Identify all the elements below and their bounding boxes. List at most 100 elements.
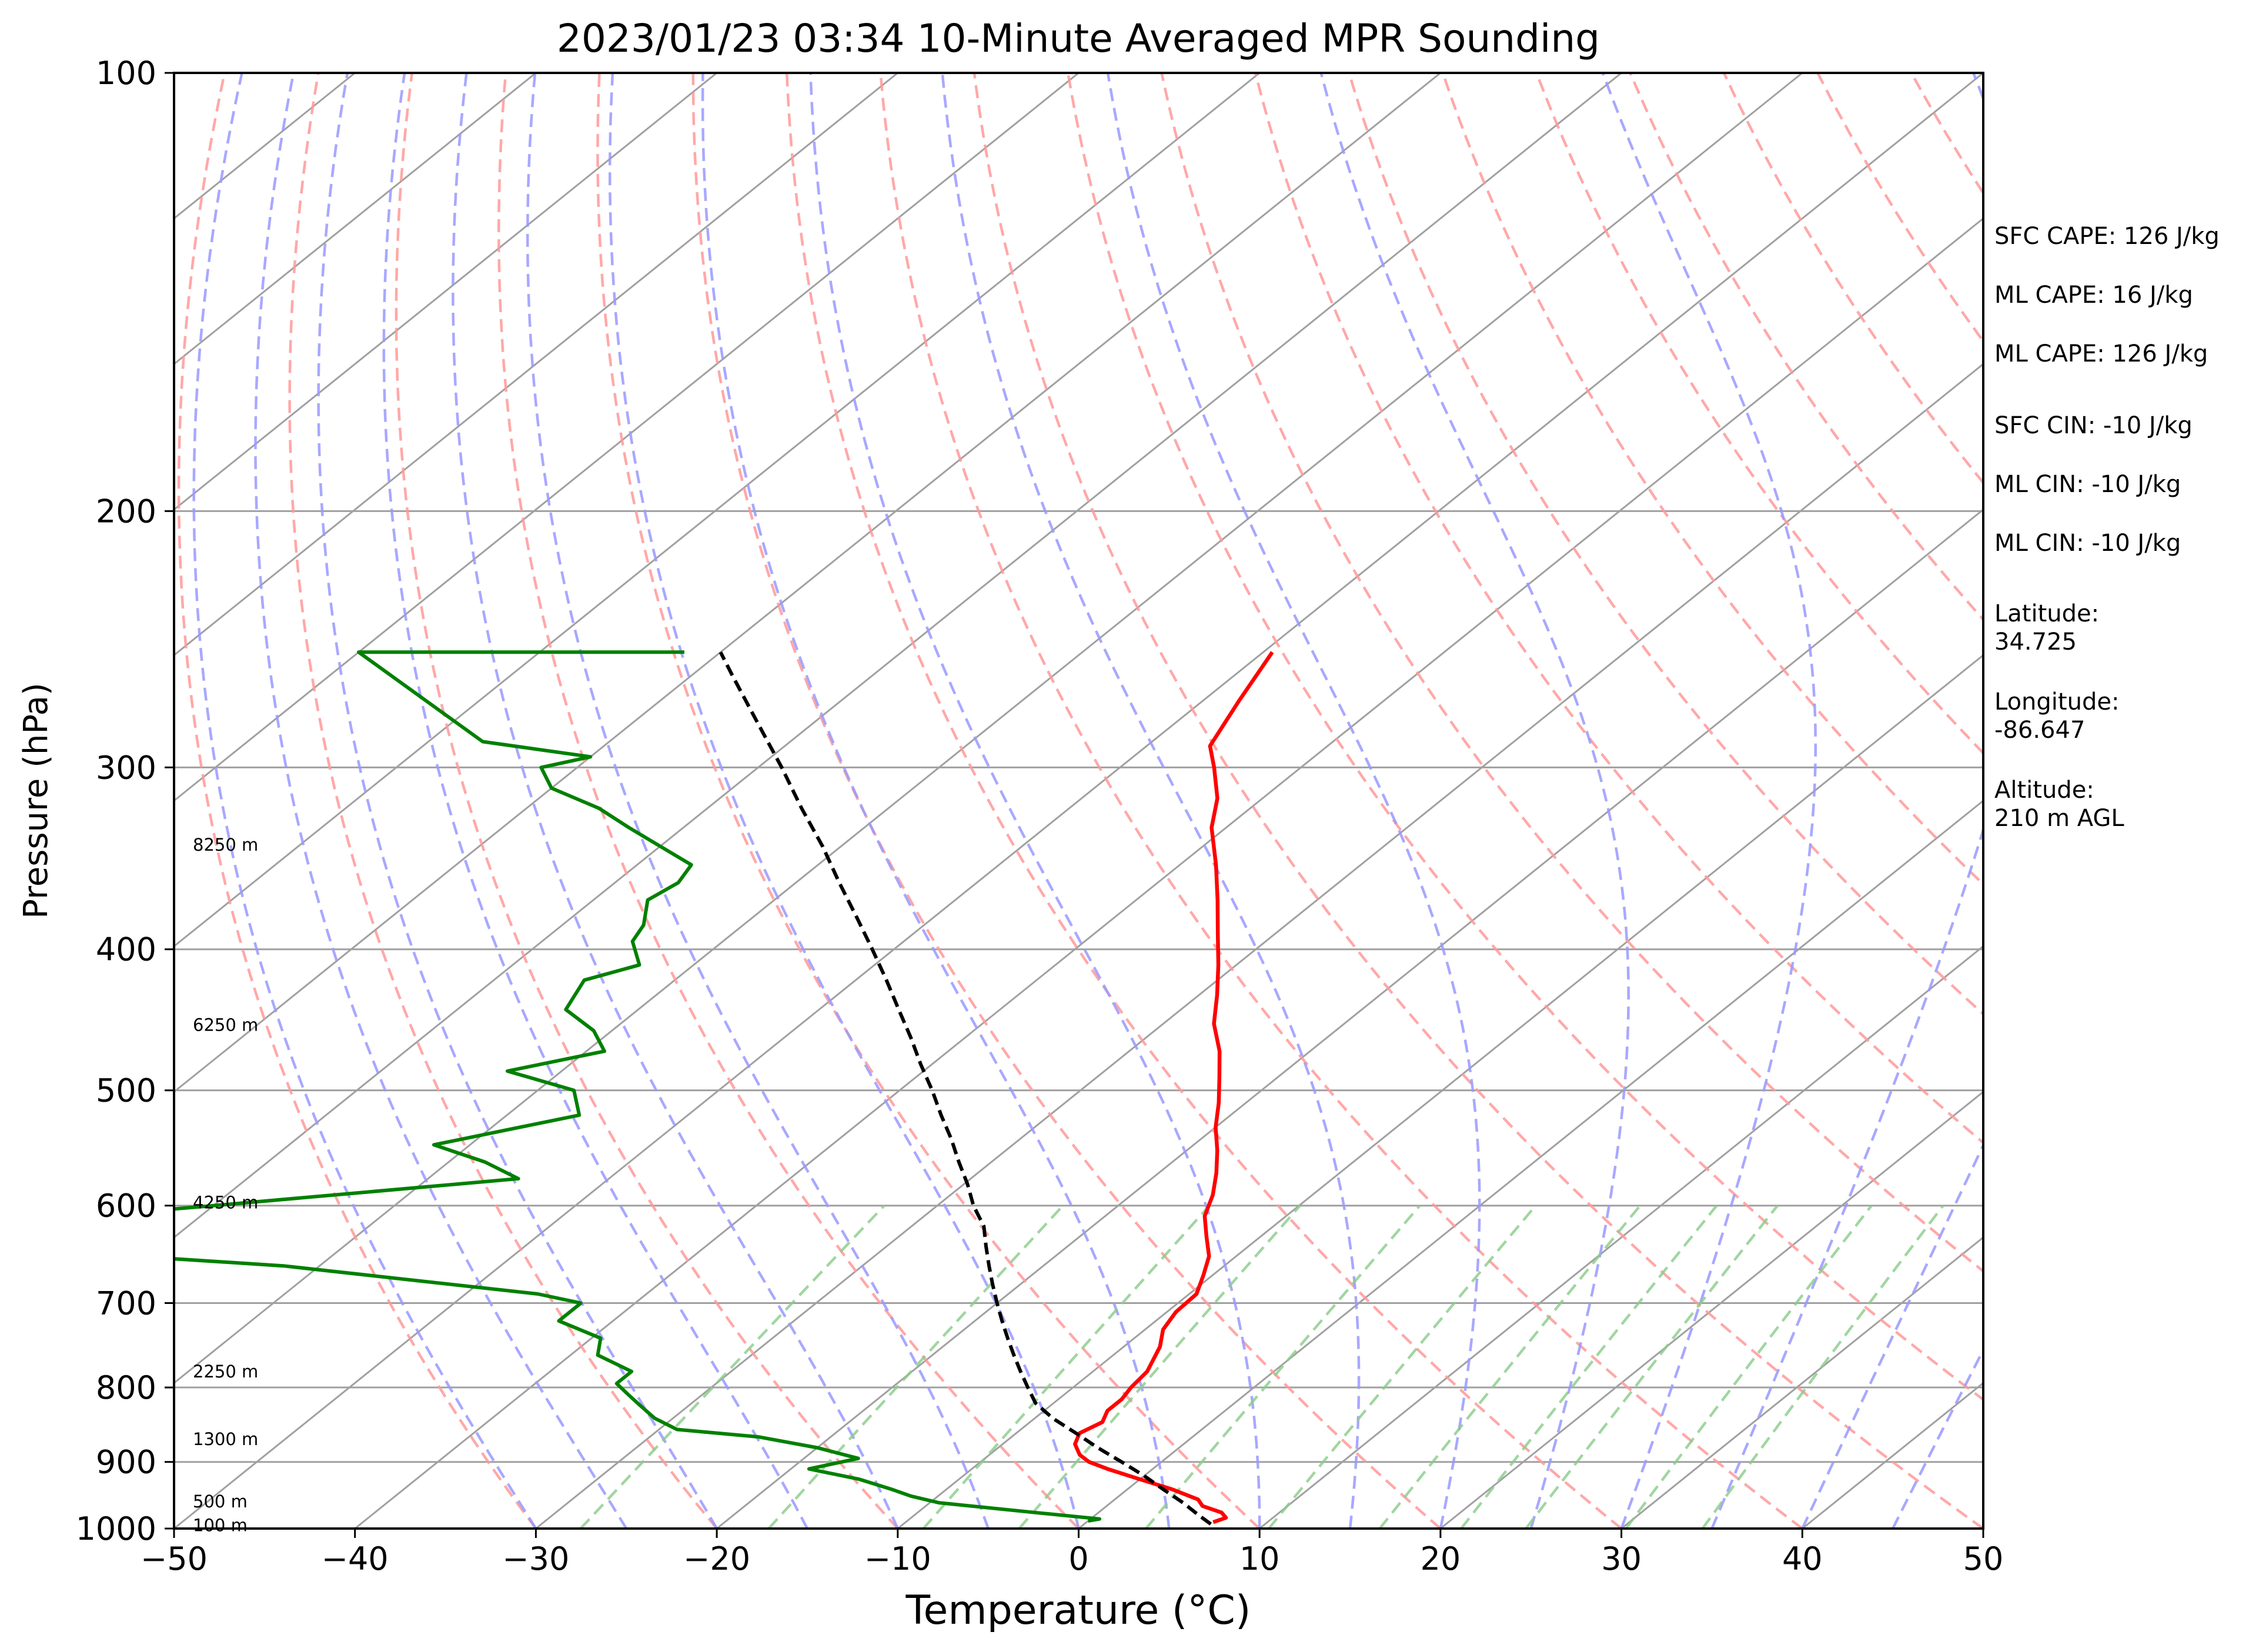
x-axis-label: Temperature (°C) <box>905 1587 1251 1634</box>
x-tick-label: −40 <box>322 1540 389 1577</box>
y-tick-label: 700 <box>96 1285 156 1322</box>
dry-adiabat <box>1441 73 1983 887</box>
dry-adiabat-lines <box>177 73 1983 1529</box>
isotherm-line <box>1439 1091 1983 1529</box>
moist-adiabat <box>254 73 628 1529</box>
height-label: 8250 m <box>193 835 258 855</box>
y-axis-label: Pressure (hPa) <box>17 683 55 919</box>
dry-adiabat <box>1722 73 1983 485</box>
isotherm-line <box>174 73 1261 948</box>
moist-adiabat <box>1710 73 1983 1529</box>
x-tick-label: −30 <box>502 1540 569 1577</box>
dry-adiabat <box>395 73 899 1529</box>
height-label: 500 m <box>193 1492 248 1511</box>
isotherm-line <box>174 73 1441 1093</box>
info-line: Latitude: 34.725 <box>1994 600 2099 656</box>
info-line: ML CIN: -10 J/kg <box>1994 530 2181 557</box>
x-tick-label: −10 <box>864 1540 931 1577</box>
moist-adiabat <box>1601 73 1817 1529</box>
isotherm-lines <box>174 73 1983 1529</box>
height-label: 1300 m <box>193 1429 258 1449</box>
height-label: 100 m <box>193 1516 248 1536</box>
x-tick-label: 20 <box>1421 1540 1461 1577</box>
moist-adiabat <box>809 73 1261 1529</box>
dry-adiabat <box>1348 73 1983 1016</box>
isotherm-line <box>1259 945 1983 1529</box>
moist-adiabat <box>1319 73 1630 1529</box>
dry-adiabat <box>1816 73 1983 344</box>
dry-adiabat <box>691 73 1442 1529</box>
x-tick-label: −50 <box>141 1540 208 1577</box>
info-line: ML CAPE: 126 J/kg <box>1994 340 2208 367</box>
height-labels: 100 m 500 m 1300 m 2250 m 4250 m 6250 m 8250 m <box>193 835 258 1536</box>
info-line: SFC CAPE: 126 J/kg <box>1994 223 2220 250</box>
moist-adiabat <box>317 73 719 1529</box>
info-line: ML CIN: -10 J/kg <box>1994 471 2181 498</box>
info-line: ML CAPE: 16 J/kg <box>1994 282 2193 309</box>
y-tick-label: 300 <box>96 749 156 786</box>
moist-adiabat <box>1106 73 1481 1529</box>
mixing-ratio-line <box>1625 1205 1873 1529</box>
plot-area <box>174 73 1983 1529</box>
y-tick-label: 600 <box>96 1188 156 1225</box>
y-tick-label: 500 <box>96 1072 156 1109</box>
temperature-profile <box>1073 651 1274 1524</box>
dry-adiabat <box>177 73 537 1529</box>
x-tick-label: −20 <box>683 1540 750 1577</box>
mixing-ratio-line <box>922 1205 1211 1529</box>
mixing-ratio-line <box>1525 1205 1779 1529</box>
dry-adiabat <box>1067 73 1983 1402</box>
height-label: 4250 m <box>193 1192 258 1212</box>
dry-adiabat <box>1254 73 1983 1145</box>
info-panel: SFC CAPE: 126 J/kg ML CAPE: 16 J/kg ML CAP… <box>1994 223 2220 832</box>
y-tick-label: 1000 <box>76 1510 156 1547</box>
x-tick-label: 40 <box>1782 1540 1823 1577</box>
height-label: 2250 m <box>193 1362 258 1382</box>
moist-adiabat <box>701 73 1171 1529</box>
moist-adiabat <box>192 73 537 1529</box>
dry-adiabat <box>973 73 1983 1529</box>
isotherm-line <box>174 73 537 366</box>
isotherm-line <box>174 73 1080 802</box>
mixing-ratio-line <box>767 1205 1064 1529</box>
mixing-ratio-line <box>1145 1205 1421 1529</box>
mixing-ratio-line <box>1018 1205 1301 1529</box>
y-axis: 1000 900 800 700 600 500 400 300 200 100 <box>76 55 174 1547</box>
dewpoint-profile <box>174 650 1102 1523</box>
y-tick-label: 800 <box>96 1369 156 1406</box>
mixing-ratio-line <box>1460 1205 1718 1529</box>
isotherm-line <box>716 508 1983 1529</box>
sounding-profiles <box>174 650 1274 1526</box>
y-tick-label: 900 <box>96 1444 156 1481</box>
x-axis: −50 −40 −30 −20 −10 0 10 20 30 40 50 <box>141 1529 2003 1577</box>
isobar-lines <box>174 510 1983 1463</box>
x-tick-label: 10 <box>1239 1540 1280 1577</box>
isotherm-line <box>174 73 718 511</box>
isotherm-line <box>1620 1236 1983 1529</box>
info-line: SFC CIN: -10 J/kg <box>1994 412 2193 439</box>
isotherm-line <box>174 73 1803 1385</box>
dry-adiabat <box>596 73 1261 1529</box>
parcel-profile <box>719 651 1212 1526</box>
info-line: Altitude: 210 m AGL <box>1994 777 2124 832</box>
dry-adiabat <box>1629 73 1983 622</box>
height-label: 6250 m <box>193 1015 258 1035</box>
y-tick-label: 100 <box>96 55 156 92</box>
info-line: Longitude: -86.647 <box>1994 688 2119 744</box>
mixing-ratio-line <box>1378 1205 1642 1529</box>
isotherm-line <box>1078 800 1983 1529</box>
isotherm-line <box>174 73 898 657</box>
mixing-ratio-line <box>579 1205 885 1529</box>
isotherm-line <box>354 217 1983 1529</box>
y-tick-label: 400 <box>96 931 156 968</box>
dry-adiabat <box>879 73 1803 1529</box>
mixing-ratio-lines <box>579 1205 1944 1529</box>
x-tick-label: 50 <box>1963 1540 2004 1577</box>
chart-title: 2023/01/23 03:34 10-Minute Averaged MPR … <box>557 16 1600 61</box>
dry-adiabat <box>1535 73 1983 755</box>
isotherm-line <box>535 363 1983 1529</box>
x-tick-label: 30 <box>1601 1540 1642 1577</box>
dry-adiabat <box>785 73 1623 1529</box>
dry-adiabat <box>497 73 1080 1529</box>
